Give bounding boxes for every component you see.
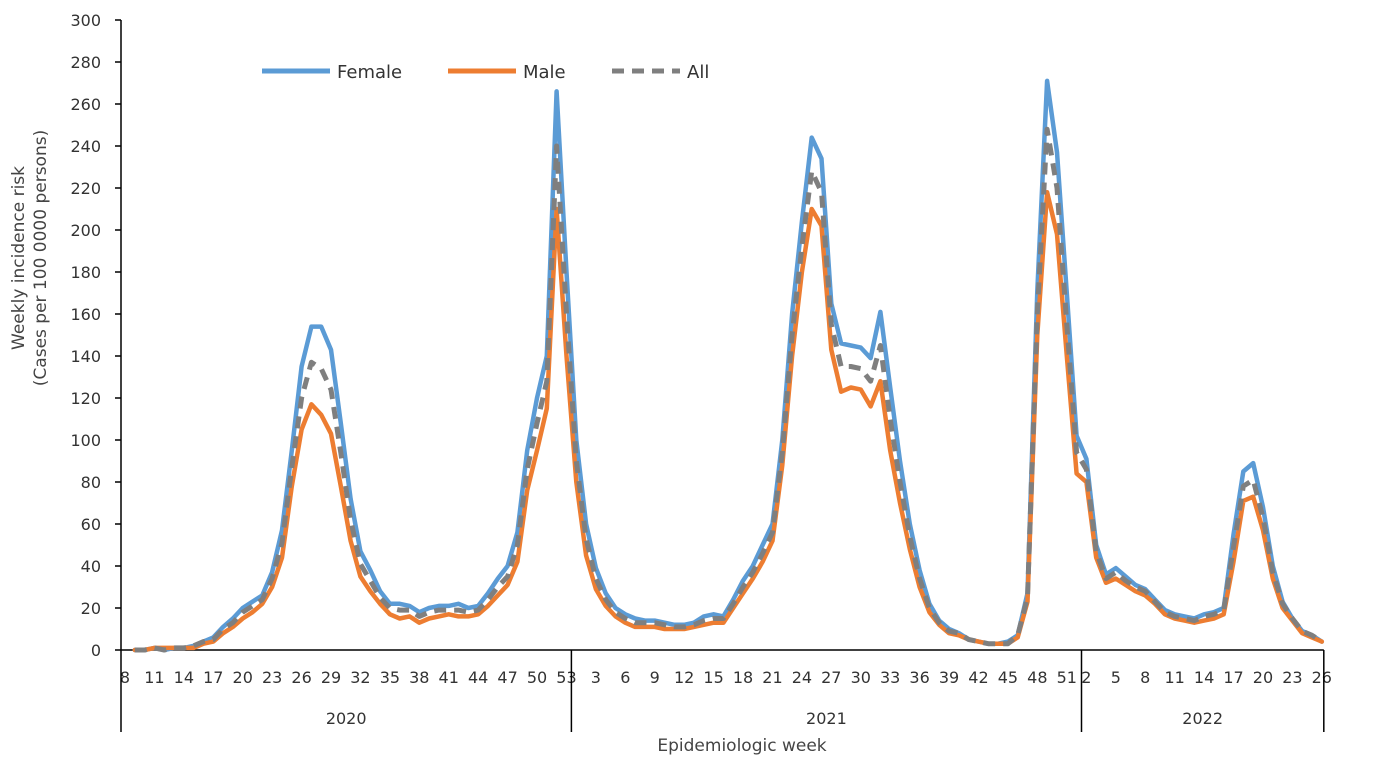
- x-tick-label: 11: [144, 668, 164, 687]
- year-label: 2022: [1182, 709, 1223, 728]
- x-tick-label: 38: [409, 668, 429, 687]
- y-tick-label: 80: [81, 473, 101, 492]
- x-tick-label: 14: [1194, 668, 1214, 687]
- x-tick-label: 20: [233, 668, 253, 687]
- x-tick-label: 30: [851, 668, 871, 687]
- year-label: 2020: [326, 709, 367, 728]
- series-line-male: [132, 189, 1325, 653]
- y-tick-label: 200: [70, 221, 101, 240]
- x-tick-label: 9: [650, 668, 660, 687]
- legend-label-female: Female: [337, 62, 402, 83]
- y-tick-label: 100: [70, 431, 101, 450]
- x-tick-label: 50: [527, 668, 547, 687]
- x-tick-label: 47: [497, 668, 517, 687]
- x-tick-label: 12: [674, 668, 694, 687]
- y-axis-title-line1: Weekly incidence risk: [9, 166, 29, 350]
- x-tick-label: 41: [439, 668, 459, 687]
- year-label: 2021: [806, 709, 847, 728]
- x-tick-label: 11: [1164, 668, 1184, 687]
- y-tick-label: 20: [81, 599, 101, 618]
- y-tick-label: 120: [70, 389, 101, 408]
- x-tick-label: 2: [1081, 668, 1091, 687]
- x-tick-label: 6: [620, 668, 630, 687]
- x-tick-label: 45: [998, 668, 1018, 687]
- x-tick-label: 29: [321, 668, 341, 687]
- y-tick-label: 60: [81, 515, 101, 534]
- x-tick-label: 27: [821, 668, 841, 687]
- x-tick-label: 8: [1140, 668, 1150, 687]
- x-tick-label: 26: [291, 668, 311, 687]
- x-tick-label: 23: [262, 668, 282, 687]
- x-tick-label: 42: [968, 668, 988, 687]
- legend: Female Male All: [262, 62, 709, 83]
- y-tick-label: 260: [70, 95, 101, 114]
- x-tick-label: 48: [1027, 668, 1047, 687]
- x-tick-label: 5: [1111, 668, 1121, 687]
- x-tick-label: 36: [909, 668, 929, 687]
- legend-label-male: Male: [523, 62, 566, 83]
- y-tick-label: 220: [70, 179, 101, 198]
- x-tick-label: 3: [591, 668, 601, 687]
- x-tick-label: 15: [703, 668, 723, 687]
- series-lines: [132, 78, 1325, 653]
- y-tick-label: 0: [91, 641, 101, 660]
- y-tick-label: 140: [70, 347, 101, 366]
- x-tick-label: 26: [1312, 668, 1332, 687]
- y-tick-label: 160: [70, 305, 101, 324]
- x-tick-label: 32: [350, 668, 370, 687]
- series-line-all: [134, 126, 1324, 653]
- y-axis: 0 20 40 60 80 100 120 140 160 180 200 220 240 260 280 3…: [70, 11, 122, 660]
- y-tick-label: 300: [70, 11, 101, 30]
- legend-label-all: All: [687, 62, 709, 83]
- x-tick-label: 8: [120, 668, 130, 687]
- y-tick-label: 40: [81, 557, 101, 576]
- x-tick-label: 39: [939, 668, 959, 687]
- y-tick-label: 180: [70, 263, 101, 282]
- x-tick-label: 20: [1253, 668, 1273, 687]
- x-tick-label: 51: [1057, 668, 1077, 687]
- x-axis-title: Epidemiologic week: [657, 736, 826, 756]
- x-tick-label: 23: [1282, 668, 1302, 687]
- x-tick-label: 17: [1223, 668, 1243, 687]
- x-tick-label: 24: [792, 668, 812, 687]
- x-axis: 8 11 14 17 20 23 26 29 32 35 38 41 44 47 50 53 3 6 9 12 15 18…: [120, 649, 1332, 732]
- x-tick-label: 35: [380, 668, 400, 687]
- y-axis-title-line2: (Cases per 100 0000 persons): [31, 130, 51, 386]
- x-tick-label: 18: [733, 668, 753, 687]
- y-tick-label: 240: [70, 137, 101, 156]
- x-tick-label: 44: [468, 668, 488, 687]
- x-tick-label: 17: [203, 668, 223, 687]
- x-tick-label: 21: [762, 668, 782, 687]
- y-tick-label: 280: [70, 53, 101, 72]
- x-tick-label: 14: [174, 668, 194, 687]
- x-tick-label: 53: [556, 668, 576, 687]
- x-tick-label: 33: [880, 668, 900, 687]
